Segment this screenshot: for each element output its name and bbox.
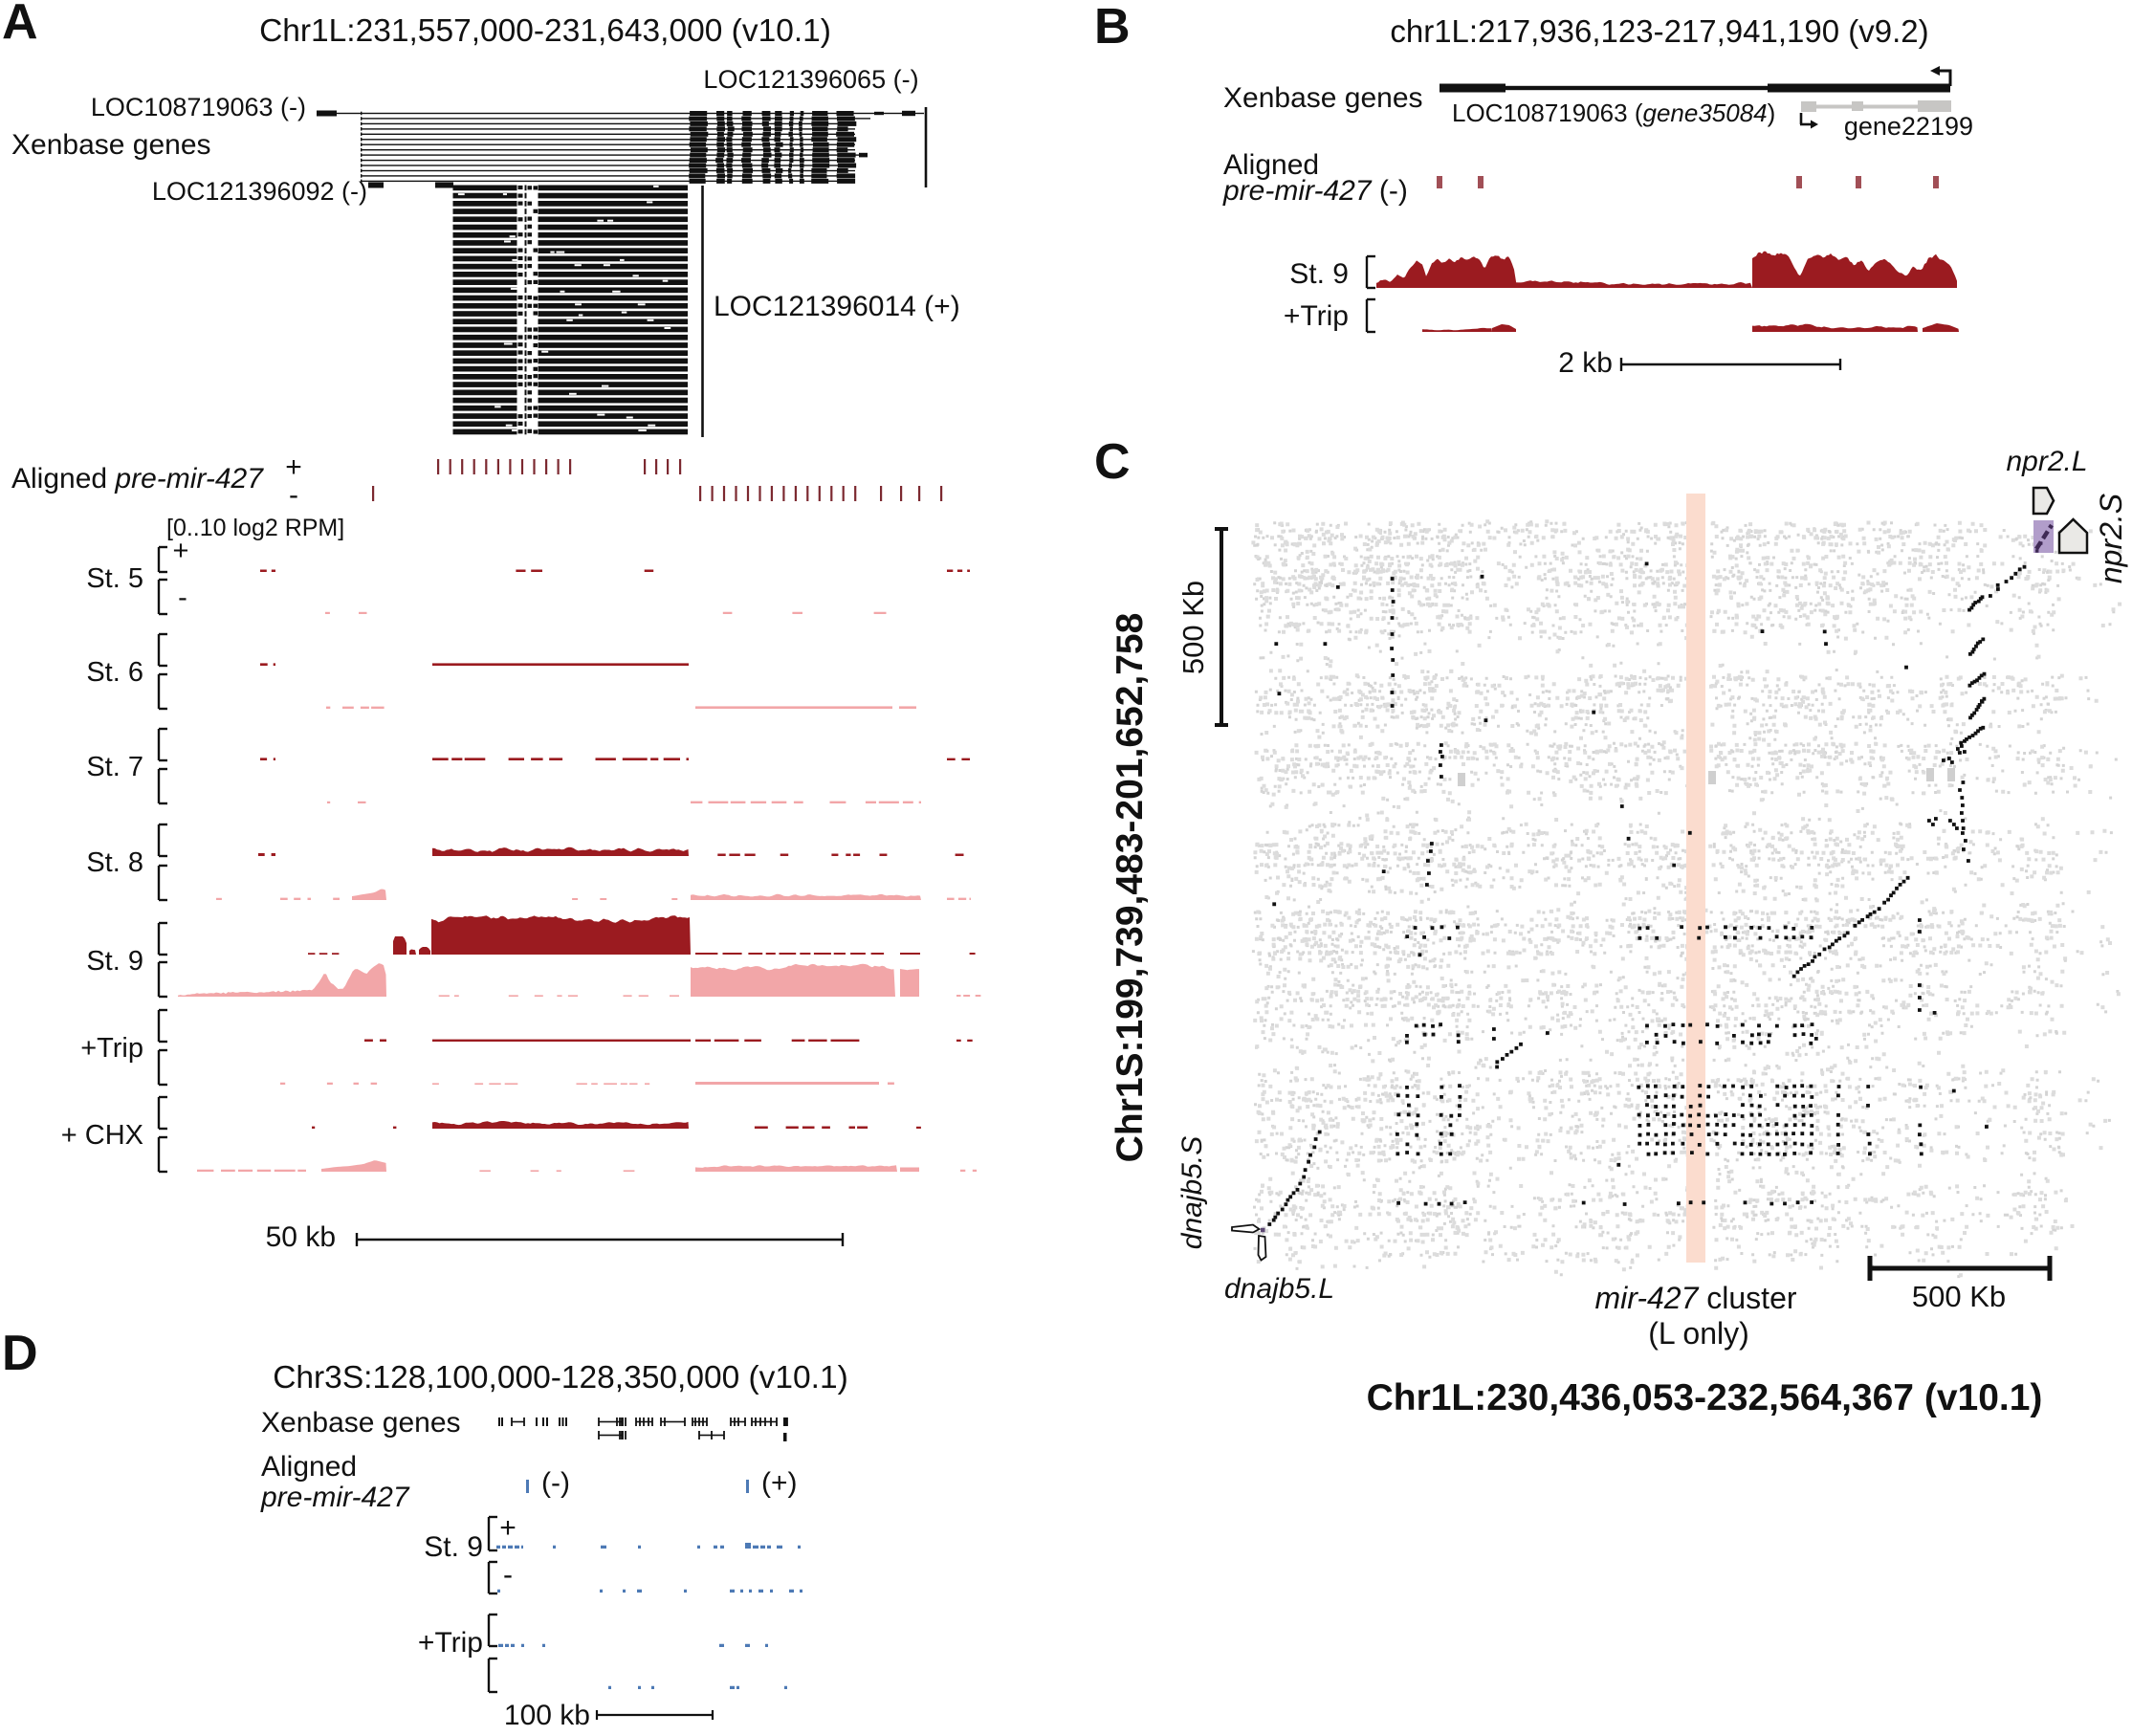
svg-text:+: +: [499, 1512, 517, 1544]
svg-text:Chr1L:230,436,053-232,564,367: Chr1L:230,436,053-232,564,367 (v10.1): [1367, 1377, 2043, 1418]
svg-text:chr1L:217,936,123-217,941,190: chr1L:217,936,123-217,941,190 (v9.2): [1390, 13, 1928, 49]
svg-text:LOC121396014 (+): LOC121396014 (+): [714, 291, 960, 322]
svg-text:St. 9: St. 9: [424, 1531, 483, 1563]
svg-text:St. 7: St. 7: [86, 752, 143, 782]
svg-text:LOC108719063 (-): LOC108719063 (-): [91, 93, 306, 121]
svg-text:(-): (-): [541, 1467, 570, 1499]
svg-text:-: -: [178, 582, 187, 613]
svg-text:+Trip: +Trip: [418, 1627, 483, 1659]
svg-text:500 Kb: 500 Kb: [1176, 581, 1210, 674]
svg-text:Xenbase genes: Xenbase genes: [11, 129, 211, 161]
svg-text:mir-427 cluster: mir-427 cluster: [1594, 1281, 1796, 1315]
svg-text:npr2.L: npr2.L: [2006, 446, 2087, 477]
svg-text:[0..10 log2 RPM]: [0..10 log2 RPM]: [166, 515, 344, 541]
svg-text:Chr3S:128,100,000-128,350,000: Chr3S:128,100,000-128,350,000 (v10.1): [273, 1360, 848, 1395]
svg-text:2 kb: 2 kb: [1558, 347, 1613, 379]
svg-text:+: +: [173, 536, 189, 566]
svg-text:St. 5: St. 5: [86, 563, 143, 594]
svg-text:A: A: [2, 0, 38, 50]
svg-text:Aligned pre-mir-427: Aligned pre-mir-427: [11, 463, 264, 494]
svg-text:Xenbase genes: Xenbase genes: [1223, 82, 1423, 114]
svg-text:Chr1L:231,557,000-231,643,000: Chr1L:231,557,000-231,643,000 (v10.1): [259, 13, 831, 49]
svg-text:100 kb: 100 kb: [504, 1700, 590, 1731]
svg-text:+Trip: +Trip: [1284, 300, 1349, 332]
svg-text:LOC108719063 (gene35084): LOC108719063 (gene35084): [1452, 99, 1775, 127]
svg-text:50 kb: 50 kb: [266, 1221, 336, 1253]
svg-text:-: -: [289, 479, 298, 511]
svg-text:pre-mir-427: pre-mir-427: [260, 1482, 410, 1513]
svg-text:Xenbase genes: Xenbase genes: [261, 1407, 461, 1439]
svg-text:+ CHX: + CHX: [61, 1120, 143, 1151]
svg-text:C: C: [1094, 434, 1131, 490]
svg-text:gene22199: gene22199: [1844, 112, 1973, 141]
svg-text:pre-mir-427 (-): pre-mir-427 (-): [1222, 175, 1408, 207]
svg-text:St. 9: St. 9: [86, 946, 143, 977]
svg-text:LOC121396092 (-): LOC121396092 (-): [152, 177, 367, 206]
svg-text:St. 9: St. 9: [1289, 258, 1349, 290]
svg-text:B: B: [1094, 0, 1131, 55]
svg-text:dnajb5.L: dnajb5.L: [1224, 1273, 1334, 1305]
svg-text:St. 8: St. 8: [86, 847, 143, 878]
svg-text:dnajb5.S: dnajb5.S: [1176, 1136, 1208, 1249]
svg-text:(+): (+): [761, 1467, 798, 1499]
svg-text:Aligned: Aligned: [261, 1451, 357, 1483]
svg-text:+: +: [285, 451, 302, 483]
svg-text:Aligned: Aligned: [1223, 149, 1319, 181]
svg-text:D: D: [2, 1326, 38, 1381]
svg-text:LOC121396065 (-): LOC121396065 (-): [703, 65, 918, 94]
svg-text:npr2.S: npr2.S: [2094, 494, 2128, 583]
svg-text:+Trip: +Trip: [80, 1033, 143, 1064]
svg-text:St. 6: St. 6: [86, 657, 143, 688]
svg-text:Chr1S:199,739,483-201,652,758: Chr1S:199,739,483-201,652,758: [1110, 613, 1151, 1163]
svg-text:500 Kb: 500 Kb: [1912, 1280, 2006, 1313]
svg-text:(L only): (L only): [1648, 1316, 1749, 1351]
svg-text:-: -: [503, 1559, 513, 1591]
